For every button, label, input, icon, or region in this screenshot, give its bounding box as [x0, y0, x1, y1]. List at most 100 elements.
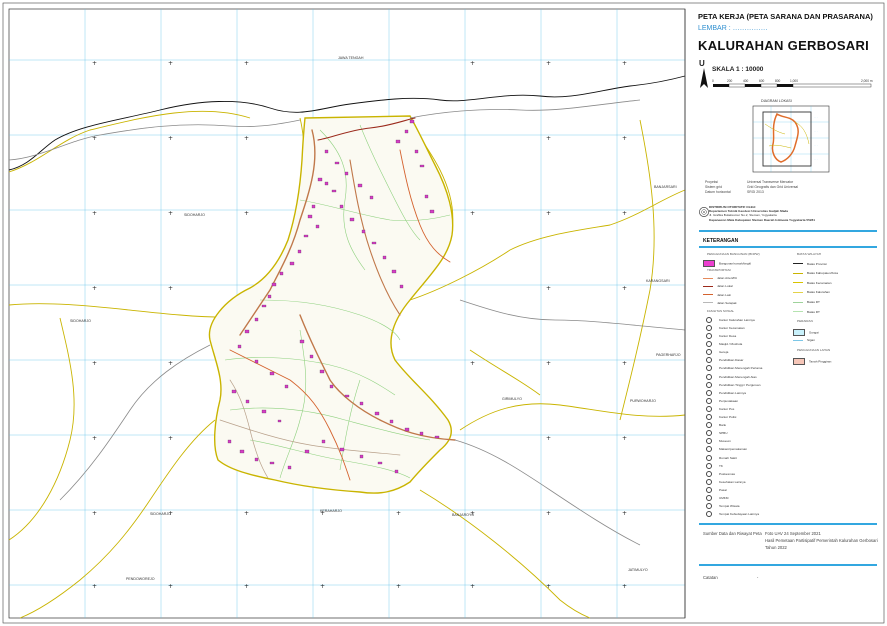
svg-text:+: + [546, 360, 551, 367]
scale-tick: 0 [712, 79, 714, 83]
legend-item: Pendidikan Tinggi / Perguruan [703, 381, 760, 388]
proj-key: Datum horizontal [705, 190, 731, 195]
legend-label: Makam/pemakaman [719, 447, 748, 452]
place-label: KERAHARJO [320, 509, 342, 513]
legend-swatch [793, 340, 803, 342]
legend-swatch [793, 328, 805, 336]
legend-label: TK [719, 463, 723, 468]
building-clusters [227, 119, 440, 474]
legend-swatch [706, 341, 712, 348]
svg-text:· · ·: · · · [814, 144, 818, 147]
legend-label: Batas Provinsi [807, 261, 827, 266]
village-name: KALURAHAN GERBOSARI [698, 38, 870, 53]
place-label: KARANGSARI [646, 279, 670, 283]
projection-info: Proyeksi Universal Transverse Mercator Si… [705, 180, 875, 196]
svg-text:+: + [470, 583, 475, 590]
legend-item: Kesehatan Lainnya [703, 478, 746, 485]
svg-text:+: + [396, 510, 401, 517]
svg-text:+: + [622, 210, 627, 217]
svg-text:+: + [470, 210, 475, 217]
legend-label: Batas RT [807, 309, 820, 314]
svg-text:+: + [546, 510, 551, 517]
svg-text:+: + [168, 210, 173, 217]
legend-item: Batas Kabupaten/Kota [793, 271, 838, 275]
legend-label: Pendidikan Menengah Pertama [719, 366, 763, 371]
scale-tick: 400 [743, 79, 749, 83]
map-title: PETA KERJA (PETA SARANA DAN PRASARANA) [698, 12, 873, 21]
legend-item: TK [703, 462, 723, 469]
legend-item: Tempat Wisata [703, 503, 739, 510]
scale-tick: 2,000 m [861, 79, 873, 83]
legend-label: FASILITAS SOSIAL [707, 308, 735, 313]
legend-swatch [703, 260, 715, 268]
legend-swatch [703, 286, 713, 288]
svg-text:+: + [168, 360, 173, 367]
legend-swatch [706, 486, 712, 493]
legend-label: Kantor Kalurahan Lainnya [719, 317, 755, 322]
legend-label: Batas RT [807, 300, 820, 304]
legend-swatch [706, 430, 712, 437]
svg-text:· · ·: · · · [814, 130, 818, 133]
legend-label: Kantor Polisi [719, 414, 737, 419]
legend-label: Batas Kalurahan [807, 290, 830, 295]
place-label: BANJAROYO [452, 513, 474, 517]
svg-text:+: + [546, 285, 551, 292]
place-label: PAGERHARJO [656, 353, 681, 357]
legend-label: Pendidikan Lainnya [719, 390, 747, 395]
scale-tick: 200 [727, 79, 733, 83]
rt-boundaries [224, 124, 451, 479]
svg-text:+: + [546, 135, 551, 142]
legend-label: Jalan Arteri/Klt [717, 276, 737, 281]
catatan-value: - [756, 575, 759, 580]
legend-swatch [706, 349, 712, 356]
legend-swatch [706, 373, 712, 380]
place-label: PURWOHARJO [630, 399, 656, 403]
svg-text:+: + [244, 60, 249, 67]
svg-text:· · ·: · · · [814, 158, 818, 161]
legend-swatch [793, 292, 803, 294]
overview-map: · · · · · · · · · · · · [752, 105, 830, 173]
legend-item: Pendidikan Dasar [703, 357, 743, 364]
legend-label: Jalan Lain [717, 292, 732, 297]
legend-swatch [706, 454, 712, 461]
legend-item: Sungai [793, 328, 819, 336]
svg-text:+: + [92, 60, 97, 67]
source-label: Sumber Data dan Riwayat Peta [703, 531, 762, 536]
legend-swatch [706, 324, 712, 331]
legend-item: Pendidikan Lainnya [703, 389, 747, 396]
legend-item: SPBU [703, 430, 727, 437]
legend-label: Masjid / Mushola [719, 341, 743, 346]
legend-item: Batas Kalurahan [793, 290, 830, 294]
svg-text:+: + [244, 135, 249, 142]
legend-label: Perpustakaan [719, 398, 739, 403]
svg-text:+: + [92, 360, 97, 367]
legend-label: Rumah Sakit [719, 455, 737, 460]
svg-text:+: + [546, 435, 551, 442]
legend-swatch [706, 478, 712, 485]
place-label: BANJARSARI [654, 185, 677, 189]
north-arrow: U [699, 59, 709, 92]
legend-label: Tanah Pinggiran [809, 358, 832, 363]
svg-text:+: + [92, 135, 97, 142]
legend-item: Pendidikan Menengah Atas [703, 373, 757, 380]
legend-item: Jalan Arteri/Klt [703, 276, 737, 280]
legend-label: Pasar [719, 487, 728, 492]
legend-item: PENGGUNAAN LAHAN [793, 348, 830, 352]
svg-text:+: + [622, 60, 627, 67]
inst-line: Departemen Teknik Geodesi Universitas Ga… [709, 209, 789, 214]
legend-item: Kantor Desa [703, 333, 736, 339]
legend-item: Jalan Lokal [703, 284, 733, 288]
svg-text:+: + [396, 583, 401, 590]
scale-label: SKALA 1 : 10000 [712, 66, 764, 73]
place-label: GIRIMULYO [502, 397, 522, 401]
source-line: Hasil Pemetaan Partisipatif Pemerintah K… [765, 538, 878, 543]
legend-swatch [706, 365, 712, 372]
inst-line: Kapanewon Mata Kabupaten Sleman Daerah I… [709, 217, 815, 222]
legend-label: Kantor Kecamatan [719, 325, 745, 330]
svg-text:+: + [546, 210, 551, 217]
village-boundary[interactable] [208, 115, 454, 494]
legend-item: Pasar [703, 486, 728, 493]
legend-swatch [706, 397, 712, 404]
svg-text:+: + [622, 510, 627, 517]
